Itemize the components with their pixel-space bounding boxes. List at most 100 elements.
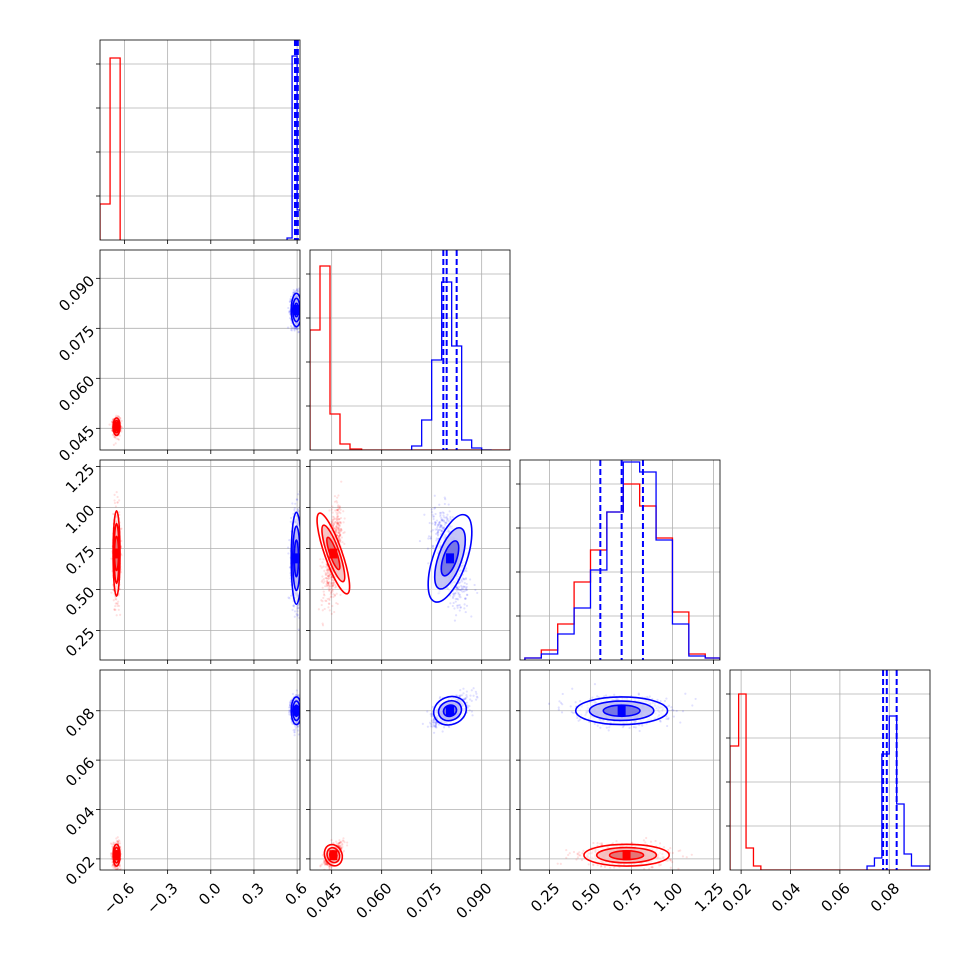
sample-point [441, 519, 444, 523]
sample-point [335, 601, 338, 605]
sample-point [288, 311, 291, 314]
sample-point [300, 514, 302, 516]
sample-point [289, 594, 293, 597]
sample-point [343, 517, 346, 520]
sample-point [436, 533, 440, 536]
sample-point [292, 604, 295, 607]
sample-point [289, 297, 292, 301]
sample-point [326, 574, 329, 577]
sample-point [286, 326, 290, 329]
sample-point [114, 442, 117, 445]
sample-point [328, 602, 331, 605]
sample-point [428, 521, 431, 525]
sample-point [325, 582, 328, 586]
sample-point [460, 587, 464, 591]
panel-content [310, 250, 510, 450]
sample-point [332, 523, 336, 526]
sample-point [446, 519, 449, 522]
sample-point [323, 594, 326, 597]
sample-point [451, 596, 455, 600]
sample-point [458, 593, 462, 596]
sample-point [458, 604, 461, 607]
sample-point [464, 610, 467, 614]
sample-point [333, 610, 336, 614]
sample-point [322, 590, 325, 593]
sample-point [337, 518, 340, 521]
sample-point [444, 516, 447, 519]
sample-point [114, 597, 117, 601]
density-peak-red [112, 548, 121, 559]
density-peak-blue [292, 305, 300, 315]
sample-point [329, 595, 332, 598]
sample-point [116, 867, 119, 870]
sample-point [456, 606, 459, 609]
sample-point [327, 575, 330, 578]
sample-point [336, 509, 339, 512]
sample-point [429, 535, 433, 538]
sample-point [336, 521, 339, 525]
sample-point [456, 598, 460, 601]
sample-point [458, 609, 461, 612]
sample-point [326, 569, 329, 572]
sample-point [319, 564, 322, 568]
sample-point [438, 523, 441, 526]
sample-point [288, 310, 291, 313]
sample-point [473, 583, 476, 587]
sample-point [330, 581, 333, 585]
sample-point [333, 593, 337, 597]
sample-point [339, 512, 342, 515]
sample-point [110, 591, 113, 594]
sample-point [326, 581, 329, 584]
sample-point [453, 619, 457, 622]
sample-point [462, 577, 466, 580]
sample-point [455, 585, 459, 588]
sample-point [463, 581, 466, 585]
sample-point [426, 547, 430, 550]
sample-point [287, 306, 290, 310]
sample-point [324, 565, 327, 569]
sample-point [435, 519, 439, 522]
sample-point [335, 526, 338, 529]
sample-point [328, 589, 331, 592]
sample-point [115, 840, 119, 843]
sample-point [328, 580, 331, 584]
sample-point [338, 517, 341, 521]
sample-point [321, 575, 324, 578]
sample-point [331, 518, 334, 521]
sample-point [476, 591, 479, 595]
sample-point [116, 415, 119, 418]
sample-point [300, 543, 302, 545]
sample-point [464, 589, 467, 592]
sample-point [328, 509, 331, 512]
sample-point [461, 580, 464, 583]
y-tick-label: 0.045 [55, 422, 98, 465]
sample-point [328, 597, 331, 600]
sample-point [118, 434, 121, 437]
sample-point [340, 527, 343, 531]
sample-point [330, 581, 333, 584]
sample-point [115, 837, 118, 840]
y-tick-label: 1.00 [62, 501, 98, 537]
sample-point [440, 511, 443, 514]
sample-point [449, 517, 452, 521]
y-tick-label: 0.060 [55, 372, 98, 415]
sample-point [452, 601, 455, 605]
sample-point [338, 532, 342, 536]
sample-point [335, 499, 338, 503]
sample-point [459, 596, 462, 599]
sample-point [319, 558, 322, 561]
sample-point [338, 531, 341, 535]
sample-point [331, 588, 334, 591]
sample-point [337, 507, 341, 511]
sample-point [117, 608, 120, 611]
sample-point [331, 521, 334, 524]
sample-point [300, 583, 302, 585]
sample-point [300, 316, 302, 318]
sample-point [327, 574, 330, 577]
ticks [96, 63, 298, 244]
sample-point [328, 574, 331, 577]
sample-point [329, 577, 332, 580]
sample-point [297, 509, 300, 512]
sample-point [470, 615, 473, 618]
sample-point [453, 592, 457, 595]
